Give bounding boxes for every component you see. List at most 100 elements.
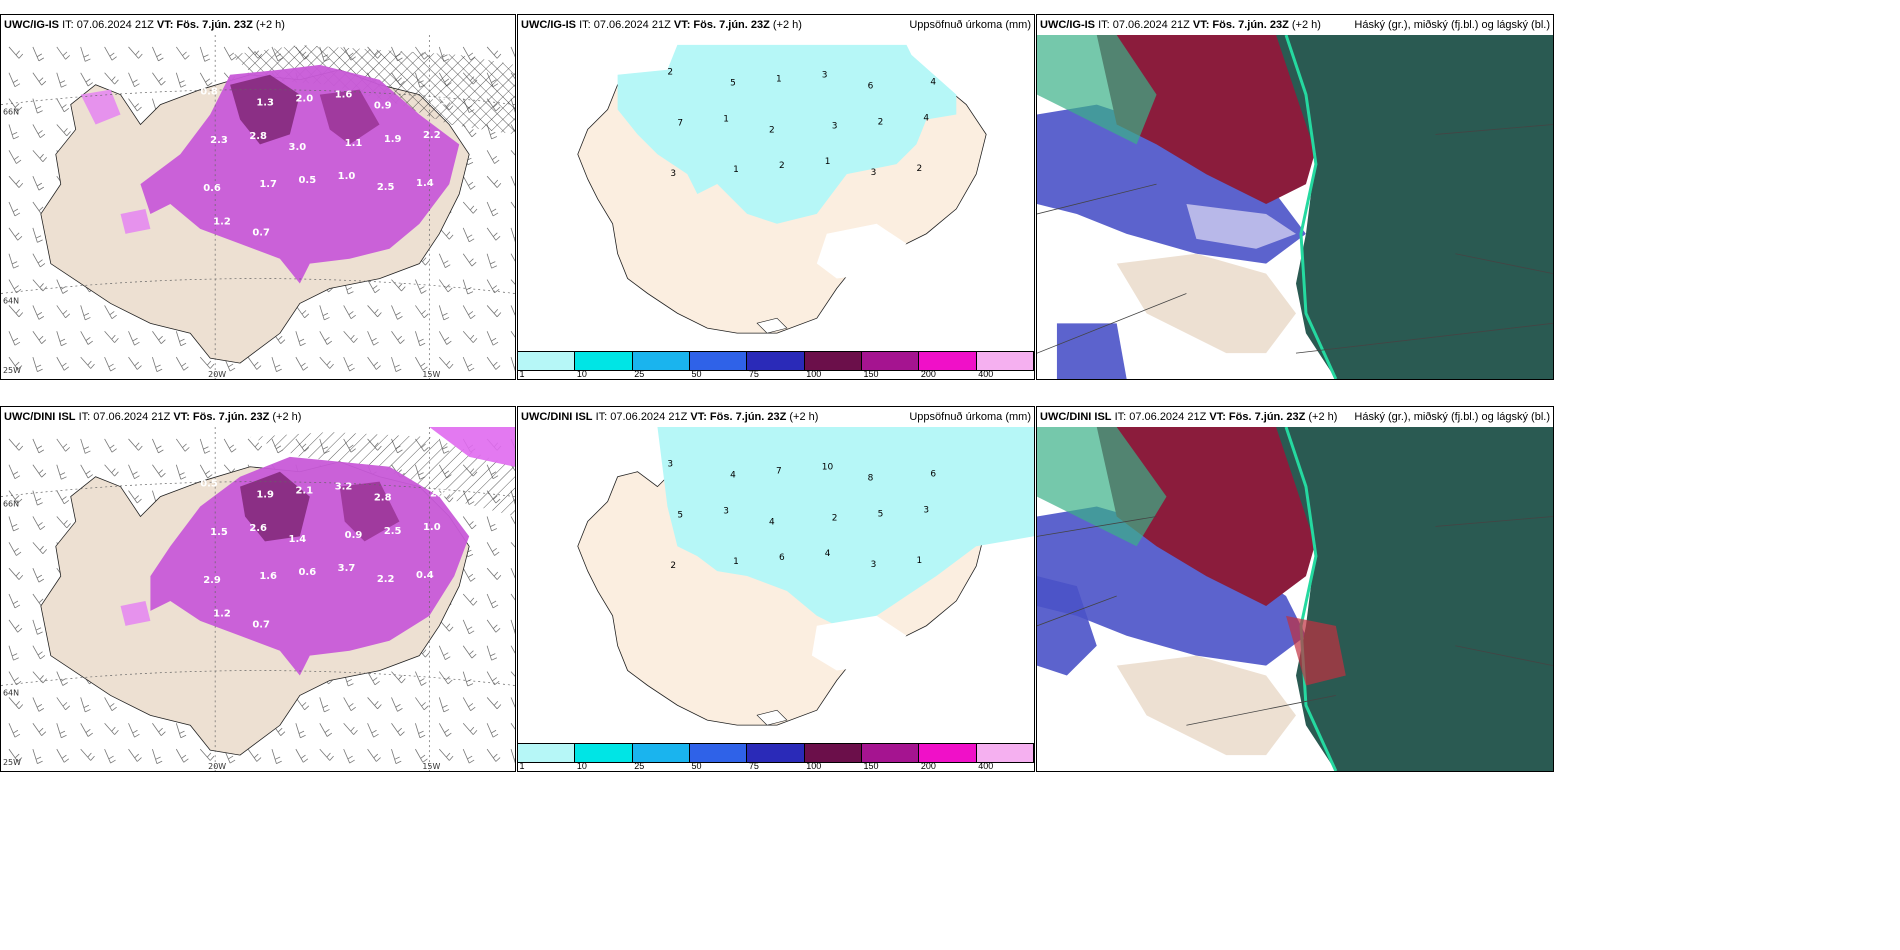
precip-wind-map: 0.8 1.3 2.0 1.6 0.9 1.5 2.3 2.8 3.0 1.1 1.9 2.2 0.6 1… <box>1 35 515 379</box>
wind-barb <box>128 748 142 762</box>
wind-barb <box>462 671 474 687</box>
value-label: 2.2 <box>423 130 441 141</box>
wind-barb <box>486 697 502 710</box>
map-dini-precip[interactable]: 0.5 1.9 2.1 3.2 2.8 2.0 1.5 2.6 1.4 0.9 2.5 1.0 2.9 1… <box>1 427 515 771</box>
valid-label: VT: <box>1209 411 1226 423</box>
wind-barb <box>486 671 500 686</box>
wind-barb <box>8 356 23 370</box>
map-ig-accum[interactable]: 2 5 1 3 6 4 7 1 2 3 2 4 3 1 2 1 3 2 <box>518 35 1034 351</box>
colorbar-tick: 10 <box>576 369 587 379</box>
wind-barb <box>319 305 330 321</box>
valid-time: Fös. 7.jún. 23Z <box>693 19 770 31</box>
wind-barb <box>56 464 67 480</box>
wind-barb <box>391 671 406 684</box>
map-dini-clouds[interactable] <box>1037 427 1553 771</box>
wind-barb <box>152 464 166 478</box>
wind-barb <box>319 356 334 369</box>
model-name: UWC/IG-IS <box>4 19 59 31</box>
wind-barb <box>104 464 119 477</box>
wind-barb <box>8 331 21 346</box>
wind-barb <box>462 567 476 582</box>
value-label: 1 <box>733 165 739 175</box>
colorbar-swatch <box>804 352 862 370</box>
panel-dini-precip: UWC/DINI ISL IT: 07.06.2024 21Z VT: Fös.… <box>0 406 516 772</box>
lon-label: 15W <box>422 762 440 771</box>
wind-barb <box>104 356 116 372</box>
wind-barb <box>8 150 22 164</box>
wind-barb <box>510 253 515 268</box>
wind-barb <box>8 46 24 59</box>
wind-barb <box>175 356 189 371</box>
value-label: 1 <box>776 75 782 85</box>
wind-barb <box>8 723 21 738</box>
wind-barb <box>415 356 428 371</box>
wind-barb <box>80 356 95 369</box>
wind-barb <box>104 723 119 735</box>
wind-barb <box>80 438 91 454</box>
lon-label: 25W <box>3 758 21 767</box>
lon-label: 20W <box>208 370 226 379</box>
valid-time: Fös. 7.jún. 23Z <box>709 411 787 423</box>
value-label: 1.6 <box>335 90 353 101</box>
lead-time: (+2 h) <box>272 411 302 423</box>
wind-barb <box>8 227 23 241</box>
wind-barb <box>486 253 498 269</box>
valid-time: Fös. 7.jún. 23Z <box>176 19 253 31</box>
wind-barb <box>367 356 381 370</box>
wind-barb <box>32 357 43 372</box>
colorbar-tick: 1 <box>519 761 525 771</box>
value-label: 1.4 <box>416 178 434 189</box>
model-name: UWC/DINI ISL <box>4 411 76 423</box>
wind-barb <box>367 748 381 762</box>
value-label: 0.6 <box>299 567 317 578</box>
map-ig-clouds[interactable] <box>1037 35 1553 379</box>
colorbar-swatch <box>804 744 862 762</box>
value-label: 1 <box>825 157 831 167</box>
value-label: 3 <box>832 121 838 131</box>
model-name: UWC/IG-IS <box>1040 19 1095 31</box>
wind-barb <box>391 357 402 372</box>
precip-values: 0.5 1.9 2.1 3.2 2.8 2.0 1.5 2.6 1.4 0.9 2.5 1.0 2.9 1… <box>200 479 447 631</box>
value-label: 3 <box>871 168 877 178</box>
value-label: 0.4 <box>416 570 434 581</box>
valid-label: VT: <box>1192 19 1210 31</box>
value-label: 2.2 <box>377 574 395 585</box>
wind-barb <box>32 516 46 531</box>
wind-barb <box>8 516 19 532</box>
wind-barb <box>510 723 515 736</box>
wind-barb <box>8 253 19 269</box>
wind-barb <box>8 279 22 294</box>
wind-barb <box>462 227 475 243</box>
wind-barb <box>319 748 334 761</box>
wind-barb <box>510 593 515 607</box>
wind-barb <box>8 72 21 88</box>
wind-barb <box>32 176 45 191</box>
wind-barb <box>56 356 70 371</box>
wind-barb <box>510 749 515 764</box>
value-label: 2.5 <box>384 526 402 537</box>
value-label: 1.1 <box>345 138 363 149</box>
colorbar-tick: 100 <box>806 761 822 771</box>
lead-time: (+2 h) <box>255 19 285 31</box>
wind-barb <box>32 331 47 344</box>
wind-barb <box>56 516 71 529</box>
wind-barb <box>8 671 22 686</box>
wind-barb <box>438 697 450 713</box>
map-ig-precip[interactable]: 0.8 1.3 2.0 1.6 0.9 1.5 2.3 2.8 3.0 1.1 1.9 2.2 0.6 1… <box>1 35 515 379</box>
wind-barb <box>415 305 429 319</box>
wind-barb <box>486 356 501 370</box>
wind-barb <box>415 671 427 686</box>
wind-barb <box>295 748 309 763</box>
wind-barb <box>343 305 356 319</box>
colorbar-tick: 10 <box>576 761 587 771</box>
wind-barb <box>486 175 502 188</box>
map-dini-accum[interactable]: 3 4 7 10 8 6 5 3 4 2 5 3 2 1 6 4 3 1 <box>518 427 1034 743</box>
wind-barb <box>319 697 330 713</box>
wind-barb <box>152 749 163 764</box>
wind-barb <box>56 305 71 319</box>
wind-barb <box>391 749 402 764</box>
colorbar-swatch <box>747 744 805 762</box>
wind-barb <box>462 593 478 606</box>
valid-time: Fös. 7.jún. 23Z <box>1212 19 1289 31</box>
value-label: 2.8 <box>374 493 392 504</box>
